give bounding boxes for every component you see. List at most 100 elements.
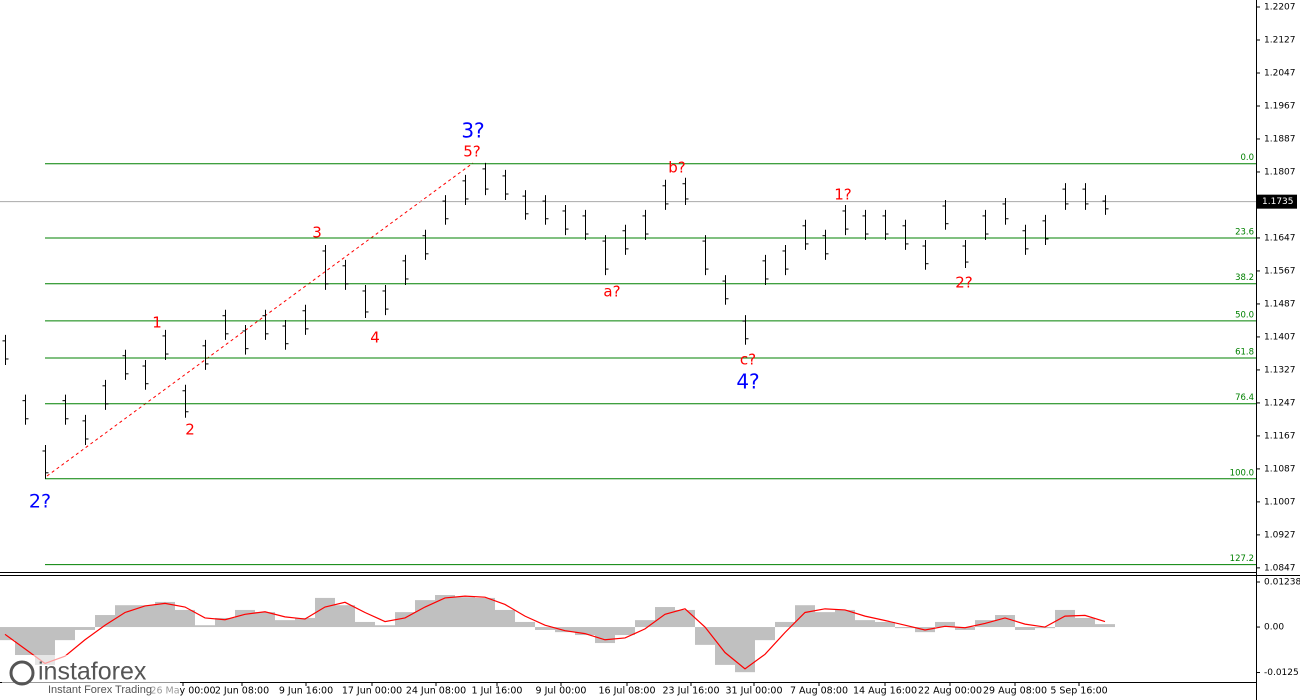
macd-bar bbox=[955, 627, 975, 630]
macd-bar bbox=[0, 627, 15, 641]
macd-bar bbox=[375, 625, 395, 628]
y-tick-label: 1.1407 bbox=[1264, 332, 1296, 342]
macd-bar bbox=[1055, 609, 1075, 628]
watermark-brand: instaforex bbox=[38, 658, 147, 686]
wave-label: c? bbox=[740, 351, 756, 369]
macd-bar bbox=[1075, 617, 1095, 628]
y-tick-label: 1.2047 bbox=[1264, 68, 1296, 78]
y-tick-label: 1.1567 bbox=[1264, 266, 1296, 276]
macd-bar bbox=[575, 627, 595, 636]
x-tick-label: 22 Aug 00:00 bbox=[918, 686, 982, 697]
x-tick-label: 29 Aug 08:00 bbox=[983, 686, 1047, 697]
macd-bar bbox=[635, 620, 655, 628]
fib-label: 61.8 bbox=[1235, 347, 1254, 357]
watermark-logo bbox=[9, 660, 35, 686]
macd-bar bbox=[535, 627, 555, 630]
macd-bar bbox=[615, 627, 635, 636]
wave-label: 4? bbox=[736, 370, 759, 394]
macd-bar bbox=[75, 627, 95, 630]
current-price-label: 1.1735 bbox=[1262, 197, 1294, 207]
macd-bar bbox=[155, 601, 175, 628]
y-tick-label: 1.1967 bbox=[1264, 101, 1296, 111]
x-tick-label: 16 Jul 08:00 bbox=[599, 686, 656, 697]
y-tick-label: 1.1647 bbox=[1264, 233, 1296, 243]
macd-bar bbox=[555, 627, 575, 633]
macd-bar bbox=[55, 627, 75, 641]
fib-label: 23.6 bbox=[1235, 227, 1254, 237]
x-tick-label: 31 Jul 00:00 bbox=[726, 686, 783, 697]
macd-bar bbox=[335, 605, 355, 628]
x-tick-label: 9 Jun 16:00 bbox=[279, 686, 333, 697]
macd-bar bbox=[755, 627, 775, 641]
fib-label: 127.2 bbox=[1230, 554, 1254, 564]
y-tick-label: 1.1887 bbox=[1264, 134, 1296, 144]
current-price-box bbox=[1257, 194, 1297, 209]
x-tick-label: 9 Jul 00:00 bbox=[536, 686, 587, 697]
macd-bar bbox=[15, 627, 35, 656]
macd-bar bbox=[295, 617, 315, 628]
macd-bar bbox=[595, 627, 615, 644]
macd-bar bbox=[175, 609, 195, 628]
watermark: instaforex Instant Forex Trading bbox=[2, 655, 180, 698]
y-tick-label: 1.1327 bbox=[1264, 365, 1296, 375]
macd-bar bbox=[895, 627, 915, 629]
y-tick-label: 1.0847 bbox=[1264, 563, 1296, 573]
macd-bar bbox=[995, 615, 1015, 628]
macd-bar bbox=[315, 597, 335, 628]
wave-label: b? bbox=[668, 159, 685, 177]
macd-bar bbox=[715, 627, 735, 665]
wave-label: 1? bbox=[834, 186, 852, 204]
macd-bar bbox=[355, 621, 375, 628]
macd-bar bbox=[735, 627, 755, 673]
wave-label: a? bbox=[603, 283, 620, 301]
signal-line bbox=[4, 595, 1106, 670]
y-tick-label: 1.0927 bbox=[1264, 530, 1296, 540]
macd-bar bbox=[95, 615, 115, 628]
x-tick-label: 7 Aug 08:00 bbox=[790, 686, 848, 697]
wave-label: 2? bbox=[29, 491, 51, 513]
y-tick-label: 1.1247 bbox=[1264, 398, 1296, 408]
macd-bar bbox=[135, 605, 155, 628]
macd-bar bbox=[775, 621, 795, 628]
macd-bar bbox=[215, 617, 235, 628]
wave-label: 5? bbox=[463, 143, 481, 161]
x-tick-label: 24 Jun 08:00 bbox=[406, 686, 466, 697]
x-tick-label: 1 Jul 16:00 bbox=[472, 686, 523, 697]
y-tick-label: 1.1167 bbox=[1264, 431, 1296, 441]
macd-bar bbox=[435, 595, 455, 628]
macd-bar bbox=[195, 625, 215, 628]
y-tick-label: 0.01238 bbox=[1264, 577, 1300, 587]
macd-bar bbox=[855, 620, 875, 628]
macd-bar bbox=[515, 621, 535, 628]
y-tick-label: 1.1087 bbox=[1264, 464, 1296, 474]
y-tick-label: 1.1007 bbox=[1264, 497, 1296, 507]
fib-label: 100.0 bbox=[1230, 468, 1254, 478]
macd-bar bbox=[675, 609, 695, 628]
macd-bar bbox=[255, 612, 275, 628]
macd-bar bbox=[875, 621, 895, 628]
y-tick-label: 1.1487 bbox=[1264, 299, 1296, 309]
y-tick-label: 1.1807 bbox=[1264, 167, 1296, 177]
fib-label: 38.2 bbox=[1235, 273, 1254, 283]
macd-bar bbox=[835, 609, 855, 628]
y-tick-label: 1.2127 bbox=[1264, 36, 1296, 46]
fib-label: 0.0 bbox=[1240, 153, 1254, 163]
fib-label: 50.0 bbox=[1235, 310, 1254, 320]
wave-label: 1 bbox=[152, 314, 162, 332]
wave-label: 3? bbox=[461, 119, 484, 143]
macd-bar bbox=[1015, 627, 1035, 630]
macd-bar bbox=[495, 609, 515, 628]
macd-bar bbox=[275, 620, 295, 628]
wave-label: 2? bbox=[955, 274, 973, 292]
macd-bar bbox=[695, 627, 715, 645]
wave-label: 4 bbox=[370, 329, 380, 347]
y-tick-label: 0.00 bbox=[1264, 623, 1284, 633]
macd-bar bbox=[795, 605, 815, 628]
macd-bar bbox=[935, 621, 955, 628]
fib-label: 76.4 bbox=[1235, 393, 1254, 403]
x-tick-label: 14 Aug 16:00 bbox=[853, 686, 917, 697]
macd-bar bbox=[455, 597, 475, 628]
macd-bar bbox=[235, 609, 255, 628]
